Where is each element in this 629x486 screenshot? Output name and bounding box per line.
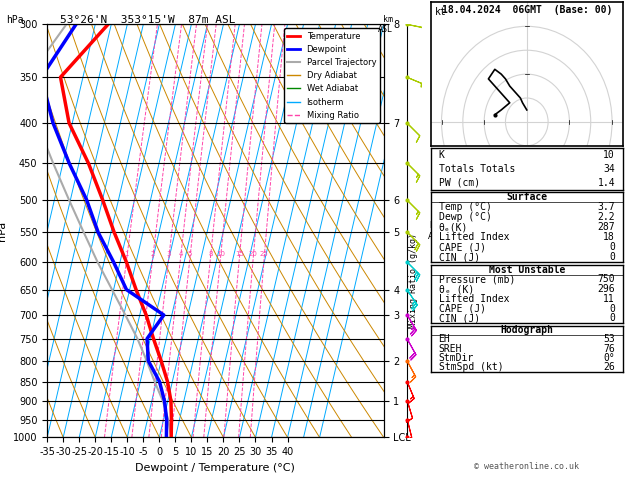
Text: PW (cm): PW (cm) [438, 178, 480, 188]
Text: 0: 0 [609, 252, 615, 262]
Text: θₑ (K): θₑ (K) [438, 284, 474, 294]
Text: kt: kt [435, 7, 447, 17]
Text: EH: EH [438, 334, 450, 345]
Text: 3: 3 [167, 251, 171, 257]
Text: θₑ(K): θₑ(K) [438, 222, 468, 232]
Text: 2: 2 [151, 251, 155, 257]
Text: Most Unstable: Most Unstable [489, 265, 565, 275]
Text: K: K [438, 150, 445, 160]
Y-axis label: hPa: hPa [0, 221, 8, 241]
Text: Mixing Ratio (g/kg): Mixing Ratio (g/kg) [409, 233, 418, 328]
Text: 10: 10 [216, 251, 225, 257]
Text: Totals Totals: Totals Totals [438, 164, 515, 174]
Text: 287: 287 [598, 222, 615, 232]
Text: km
ASL: km ASL [378, 15, 393, 34]
Text: hPa: hPa [6, 15, 24, 25]
Text: CIN (J): CIN (J) [438, 313, 480, 323]
Text: 15: 15 [235, 251, 244, 257]
Text: Temp (°C): Temp (°C) [438, 202, 491, 212]
Text: 750: 750 [598, 275, 615, 284]
Text: Hodograph: Hodograph [500, 325, 554, 335]
Text: 5: 5 [188, 251, 192, 257]
Text: Lifted Index: Lifted Index [438, 232, 509, 243]
Text: 2.2: 2.2 [598, 212, 615, 222]
Text: CIN (J): CIN (J) [438, 252, 480, 262]
Text: 76: 76 [603, 344, 615, 354]
Text: Lifted Index: Lifted Index [438, 294, 509, 304]
Text: 10: 10 [603, 150, 615, 160]
Text: 25: 25 [260, 251, 269, 257]
Text: CAPE (J): CAPE (J) [438, 243, 486, 252]
Text: CAPE (J): CAPE (J) [438, 304, 486, 313]
Text: 3.7: 3.7 [598, 202, 615, 212]
Text: 0: 0 [609, 304, 615, 313]
Text: 18: 18 [603, 232, 615, 243]
Text: SREH: SREH [438, 344, 462, 354]
Y-axis label: km
ASL: km ASL [428, 221, 444, 241]
Text: 296: 296 [598, 284, 615, 294]
Text: StmDir: StmDir [438, 353, 474, 363]
Text: 20: 20 [249, 251, 258, 257]
Text: 0°: 0° [603, 353, 615, 363]
Text: 4: 4 [179, 251, 183, 257]
Text: StmSpd (kt): StmSpd (kt) [438, 362, 503, 372]
Text: 0: 0 [609, 313, 615, 323]
Text: 1: 1 [125, 251, 129, 257]
Text: 11: 11 [603, 294, 615, 304]
Text: © weatheronline.co.uk: © weatheronline.co.uk [474, 462, 579, 471]
Text: 0: 0 [609, 243, 615, 252]
X-axis label: Dewpoint / Temperature (°C): Dewpoint / Temperature (°C) [135, 463, 296, 473]
Text: 34: 34 [603, 164, 615, 174]
Text: Surface: Surface [506, 192, 547, 202]
Text: 53°26'N  353°15'W  87m ASL: 53°26'N 353°15'W 87m ASL [60, 15, 236, 25]
Text: 1.4: 1.4 [598, 178, 615, 188]
Text: Pressure (mb): Pressure (mb) [438, 275, 515, 284]
Text: 8: 8 [208, 251, 213, 257]
Legend: Temperature, Dewpoint, Parcel Trajectory, Dry Adiabat, Wet Adiabat, Isotherm, Mi: Temperature, Dewpoint, Parcel Trajectory… [284, 29, 379, 123]
Text: 26: 26 [603, 362, 615, 372]
Text: Dewp (°C): Dewp (°C) [438, 212, 491, 222]
Text: 18.04.2024  06GMT  (Base: 00): 18.04.2024 06GMT (Base: 00) [442, 5, 612, 15]
Text: 53: 53 [603, 334, 615, 345]
